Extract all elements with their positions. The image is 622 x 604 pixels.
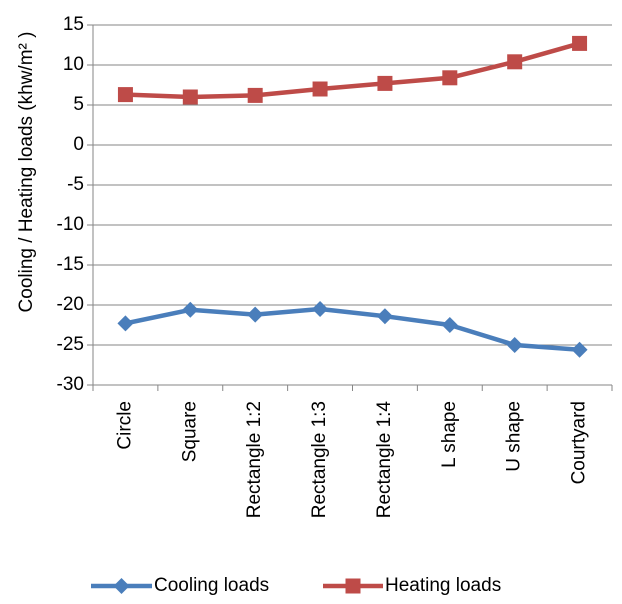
data-point (377, 75, 393, 91)
x-tick-label: Courtyard (569, 401, 590, 484)
data-point (572, 35, 588, 51)
legend-item: Cooling loads (91, 575, 269, 596)
y-tick-label: -5 (67, 174, 84, 195)
x-tick-labels: Circle Square Rectangle 1:2 Rectangle 1:3 Re… (114, 401, 589, 519)
series (117, 35, 588, 358)
data-point (247, 306, 264, 323)
y-axis-title: Cooling / Heating loads (khw/m² ) (16, 32, 37, 313)
x-tick-label: Circle (114, 401, 135, 450)
y-tick-label: 0 (73, 134, 84, 155)
data-point (376, 308, 393, 325)
y-tick-label: -30 (57, 374, 84, 395)
data-point (571, 341, 588, 358)
y-tick-label: 5 (73, 94, 84, 115)
series-1 (117, 35, 588, 105)
data-point (182, 89, 198, 105)
x-tick-label: L shape (439, 401, 460, 468)
y-tick-label: -15 (57, 254, 84, 275)
data-point (312, 301, 329, 317)
data-point (312, 81, 328, 97)
x-tick-label: Rectangle 1:4 (374, 401, 395, 519)
legend: Cooling loads Heating loads (91, 575, 501, 596)
y-tick-label: -25 (57, 334, 84, 355)
x-tick-label: Square (179, 401, 200, 462)
x-tick-label: Rectangle 1:2 (244, 401, 265, 518)
data-point (117, 87, 133, 103)
legend-marker (345, 578, 361, 594)
legend-label: Heating loads (385, 575, 501, 596)
x-tick-label: U shape (504, 401, 525, 472)
data-point (507, 54, 523, 70)
x-tick-label: Rectangle 1:3 (309, 401, 330, 518)
y-tick-label: 10 (63, 54, 84, 75)
data-point (117, 315, 134, 332)
series-0 (117, 301, 588, 358)
legend-label: Cooling loads (154, 575, 269, 596)
axes (87, 24, 613, 391)
legend-marker (113, 578, 130, 594)
legend-item: Heating loads (323, 575, 501, 596)
data-point (506, 337, 523, 353)
data-point (441, 317, 458, 333)
series-line (124, 306, 580, 353)
data-point (247, 87, 263, 103)
y-tick-labels: 15 10 5 0 -5 -10 -15 -20 -25 -30 (57, 14, 84, 395)
data-point (442, 70, 458, 86)
data-point (182, 301, 199, 318)
y-tick-label: 15 (63, 14, 84, 35)
series-line (125, 41, 581, 100)
gridlines (93, 24, 612, 386)
y-tick-label: -10 (57, 214, 84, 235)
y-tick-label: -20 (57, 294, 84, 315)
